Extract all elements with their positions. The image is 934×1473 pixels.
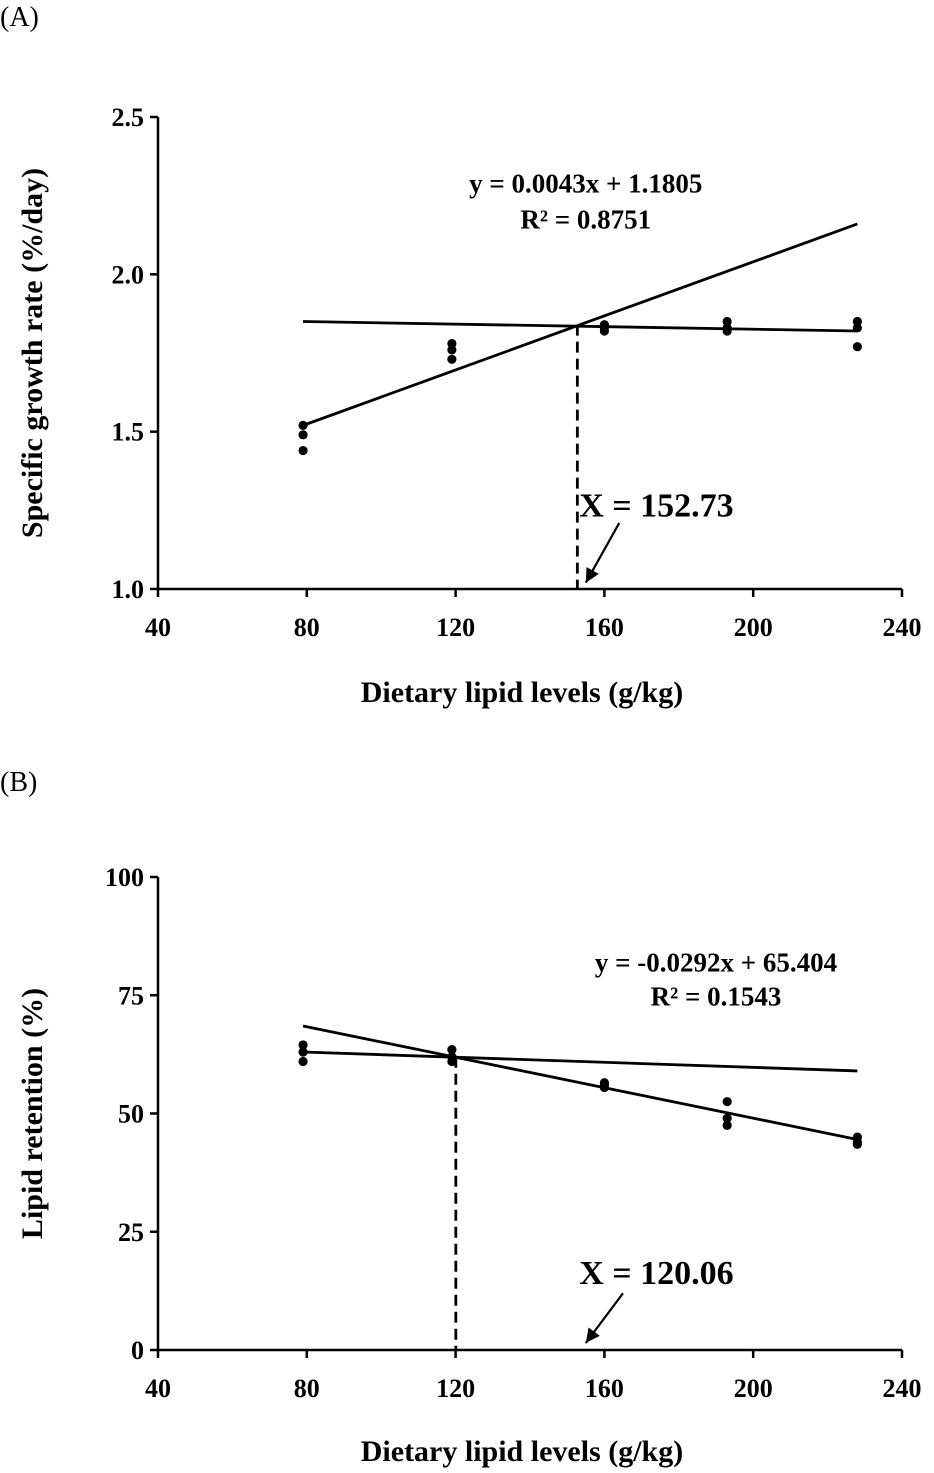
regression-line xyxy=(303,320,858,333)
data-point xyxy=(852,323,862,333)
chart-b: 0 25 50 75 100 40 80 120 160 200 240 Dietary lipid … xyxy=(16,863,922,1468)
x-tick-label: 120 xyxy=(436,613,475,642)
y-tick-label: 25 xyxy=(118,1218,144,1247)
y-tick-label: 1.5 xyxy=(112,418,145,447)
data-point xyxy=(298,1056,308,1067)
y-tick-label: 0 xyxy=(131,1336,144,1365)
data-point xyxy=(722,326,732,336)
data-point xyxy=(298,1040,308,1050)
y-tick-label: 50 xyxy=(118,1100,144,1129)
data-point xyxy=(852,316,862,327)
breakpoint-arrowhead xyxy=(585,1327,600,1343)
x-axis-title: Dietary lipid levels (g/kg) xyxy=(361,1435,683,1468)
x-tick-label: 200 xyxy=(734,613,773,642)
breakpoint-label: X = 152.73 xyxy=(579,488,733,525)
regression-equation: y = -0.0292x + 65.404 xyxy=(595,948,837,978)
data-point xyxy=(447,1045,457,1055)
y-tick-label: 75 xyxy=(118,981,144,1010)
data-point xyxy=(852,342,862,352)
x-tick-label: 40 xyxy=(145,613,171,642)
data-point xyxy=(447,338,457,349)
x-tick-label: 240 xyxy=(883,1374,922,1403)
r-squared: R² = 0.8751 xyxy=(520,205,651,235)
x-tick-label: 240 xyxy=(883,613,922,642)
y-tick-label: 1.0 xyxy=(112,575,145,604)
x-tick-label: 160 xyxy=(585,613,624,642)
x-axis-title: Dietary lipid levels (g/kg) xyxy=(361,676,683,709)
regression-line xyxy=(302,222,858,427)
y-tick-label: 100 xyxy=(105,863,144,892)
data-point xyxy=(447,345,457,355)
panel-b-label: (B) xyxy=(0,767,38,798)
panel-a-label: (A) xyxy=(0,2,39,33)
data-point xyxy=(599,326,610,336)
breakpoint-arrowhead xyxy=(585,567,599,583)
breakpoint-label: X = 120.06 xyxy=(579,1255,733,1292)
data-point xyxy=(447,354,457,364)
data-point xyxy=(722,316,732,327)
y-axis-title: Specific growth rate (%/day) xyxy=(16,168,49,538)
y-tick-label: 2.5 xyxy=(112,103,145,132)
data-point xyxy=(722,1120,732,1130)
r-squared: R² = 0.1543 xyxy=(651,982,782,1012)
x-tick-label: 80 xyxy=(294,1374,320,1403)
chart-a: 1.0 1.5 2.0 2.5 40 80 120 160 200 240 Dietary lipi… xyxy=(16,103,922,709)
x-tick-label: 40 xyxy=(145,1374,171,1403)
data-point xyxy=(722,1113,732,1123)
y-axis-title: Lipid retention (%) xyxy=(16,988,49,1239)
data-point xyxy=(298,430,308,440)
regression-line xyxy=(303,1050,858,1073)
data-point xyxy=(298,445,308,456)
data-point xyxy=(298,420,308,430)
x-tick-label: 160 xyxy=(585,1374,624,1403)
data-point xyxy=(599,1082,610,1093)
data-point xyxy=(722,1097,732,1107)
data-point xyxy=(447,1056,457,1067)
regression-line xyxy=(302,1024,858,1141)
x-tick-label: 200 xyxy=(734,1374,773,1403)
data-point xyxy=(298,1047,308,1057)
regression-equation: y = 0.0043x + 1.1805 xyxy=(469,169,702,199)
x-tick-label: 80 xyxy=(294,613,320,642)
y-tick-label: 2.0 xyxy=(112,260,145,289)
data-point xyxy=(852,1139,862,1149)
x-tick-label: 120 xyxy=(436,1374,475,1403)
